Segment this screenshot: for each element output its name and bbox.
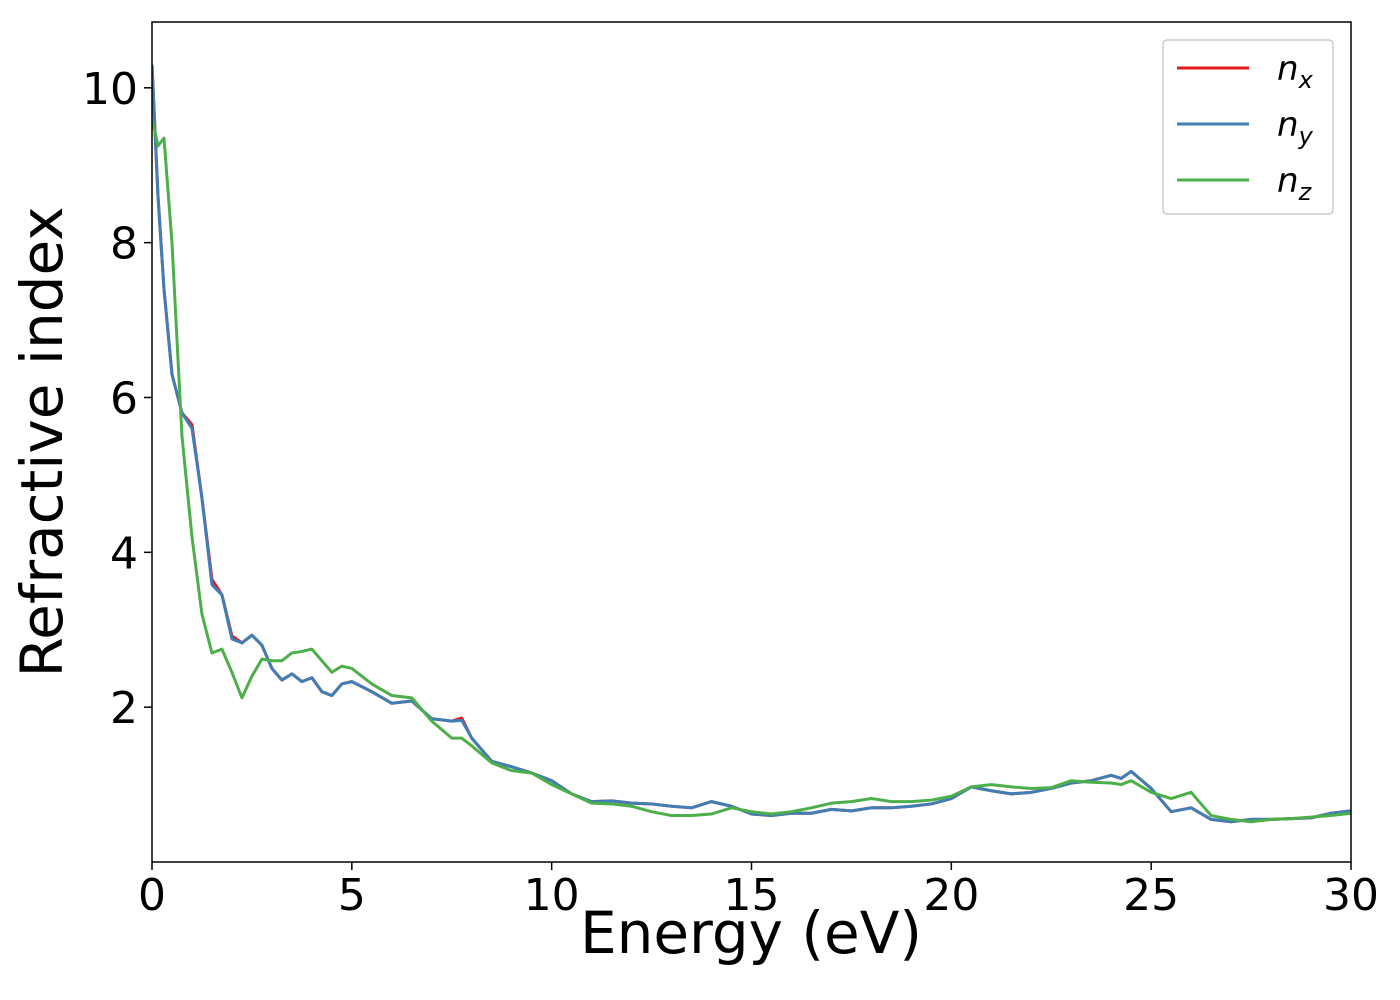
- x-tick-label: 20: [923, 870, 979, 921]
- legend-label: nx: [1277, 49, 1314, 94]
- plot-frame: [151, 21, 1352, 863]
- y-tick-label: 10: [82, 64, 138, 115]
- legend-box: [1162, 39, 1334, 215]
- y-tick-label: 2: [110, 683, 138, 734]
- y-tick-label: 6: [110, 373, 138, 424]
- y-axis-label: Refractive index: [8, 206, 76, 677]
- y-tick-label: 4: [110, 528, 138, 579]
- x-tick-label: 0: [138, 870, 166, 921]
- x-tick-label: 30: [1323, 870, 1379, 921]
- x-axis-label: Energy (eV): [580, 899, 922, 967]
- legend-label: ny: [1277, 105, 1314, 150]
- plot-area: [152, 64, 1351, 824]
- x-tick-label: 25: [1123, 870, 1179, 921]
- legend-label: nz: [1277, 161, 1313, 206]
- series-line: [152, 64, 1351, 824]
- x-tick-label: 15: [724, 870, 780, 921]
- x-tick-label: 5: [338, 870, 366, 921]
- series-line: [152, 118, 1351, 824]
- x-tick-label: 10: [524, 870, 580, 921]
- y-tick-label: 8: [110, 219, 138, 270]
